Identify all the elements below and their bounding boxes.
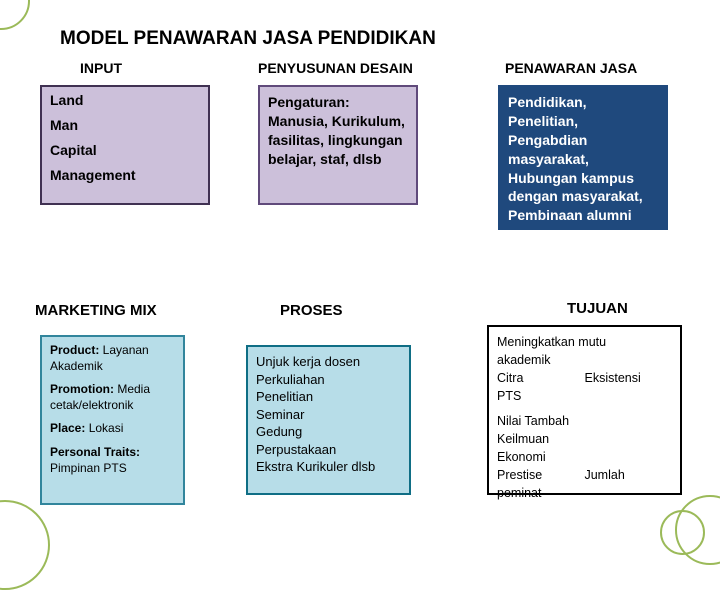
goal-left: Citra [497, 369, 581, 387]
decor-circle-bottom-left [0, 500, 50, 590]
offering-box: Pendidikan, Penelitian, Pengabdian masya… [498, 85, 668, 230]
goal-box: Meningkatkan mutu akademik Citra PTS Eks… [487, 325, 682, 495]
input-item: Capital [50, 141, 200, 160]
process-line: Seminar [256, 406, 401, 424]
page-title: MODEL PENAWARAN JASA PENDIDIKAN [60, 28, 436, 50]
goal-left: PTS [497, 387, 581, 405]
marketing-mix-box: Product: Layanan Akademik Promotion: Med… [40, 335, 185, 505]
process-line: Unjuk kerja dosen [256, 353, 401, 371]
goal-br: Jumlah [584, 466, 668, 484]
process-line: Gedung [256, 423, 401, 441]
mix-item: Personal Traits: Pimpinan PTS [50, 445, 175, 476]
design-box: Pengaturan: Manusia, Kurikulum, fasilita… [258, 85, 418, 205]
input-item: Land [50, 91, 200, 110]
header-input: INPUT [80, 60, 122, 76]
goal-bl: Ekonomi [497, 448, 581, 466]
header-goal: TUJUAN [567, 300, 628, 317]
header-offering: PENAWARAN JASA [505, 60, 637, 76]
process-line: Perkuliahan [256, 371, 401, 389]
goal-last: peminat [497, 484, 672, 502]
goal-right: Eksistensi [584, 369, 668, 387]
mix-item: Place: Lokasi [50, 421, 175, 437]
process-line: Penelitian [256, 388, 401, 406]
decor-circle-bottom-right-2 [660, 510, 705, 555]
process-line: Ekstra Kurikuler dlsb [256, 458, 401, 476]
process-box: Unjuk kerja dosen Perkuliahan Penelitian… [246, 345, 411, 495]
input-item: Man [50, 116, 200, 135]
goal-bl: Prestise [497, 466, 581, 484]
mix-item: Product: Layanan Akademik [50, 343, 175, 374]
goal-line: Meningkatkan mutu [497, 333, 672, 351]
input-box: Land Man Capital Management [40, 85, 210, 205]
mix-item: Promotion: Media cetak/elektronik [50, 382, 175, 413]
header-design: PENYUSUNAN DESAIN [258, 60, 413, 76]
header-process: PROSES [280, 302, 343, 319]
goal-line: akademik [497, 351, 672, 369]
decor-circle-top-left [0, 0, 30, 30]
header-marketing-mix: MARKETING MIX [35, 302, 157, 319]
goal-bl: Nilai Tambah [497, 412, 581, 430]
process-line: Perpustakaan [256, 441, 401, 459]
input-item: Management [50, 166, 200, 185]
goal-bl: Keilmuan [497, 430, 581, 448]
